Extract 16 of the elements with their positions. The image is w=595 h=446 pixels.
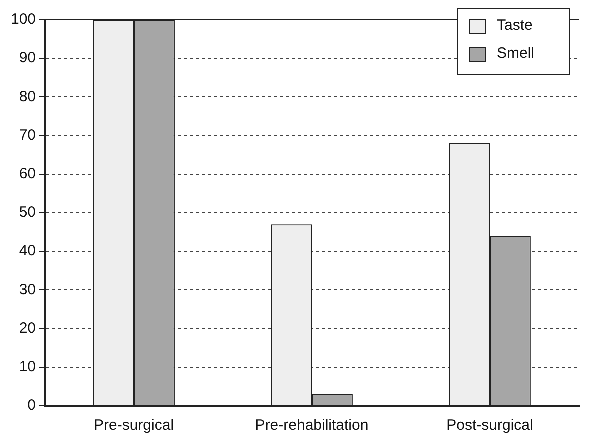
y-tick-label: 30 bbox=[19, 281, 36, 298]
x-tick-label: Pre-rehabilitation bbox=[255, 417, 369, 434]
legend-label: Taste bbox=[497, 17, 533, 34]
y-tick-label: 10 bbox=[19, 358, 36, 376]
y-tick-label: 70 bbox=[19, 126, 36, 144]
y-tick-label: 20 bbox=[19, 320, 36, 337]
y-tick-label: 90 bbox=[19, 50, 36, 67]
legend-label: Smell bbox=[497, 45, 535, 62]
y-tick-label: 40 bbox=[19, 242, 36, 260]
y-tick-label: 80 bbox=[19, 88, 36, 106]
x-tick-label: Pre-surgical bbox=[94, 417, 174, 434]
y-tick-label: 50 bbox=[19, 204, 36, 222]
y-tick-label: 60 bbox=[19, 166, 36, 183]
y-tick-label: 0 bbox=[28, 397, 36, 414]
y-tick-label: 100 bbox=[10, 11, 36, 28]
x-tick-label: Post-surgical bbox=[446, 417, 534, 434]
